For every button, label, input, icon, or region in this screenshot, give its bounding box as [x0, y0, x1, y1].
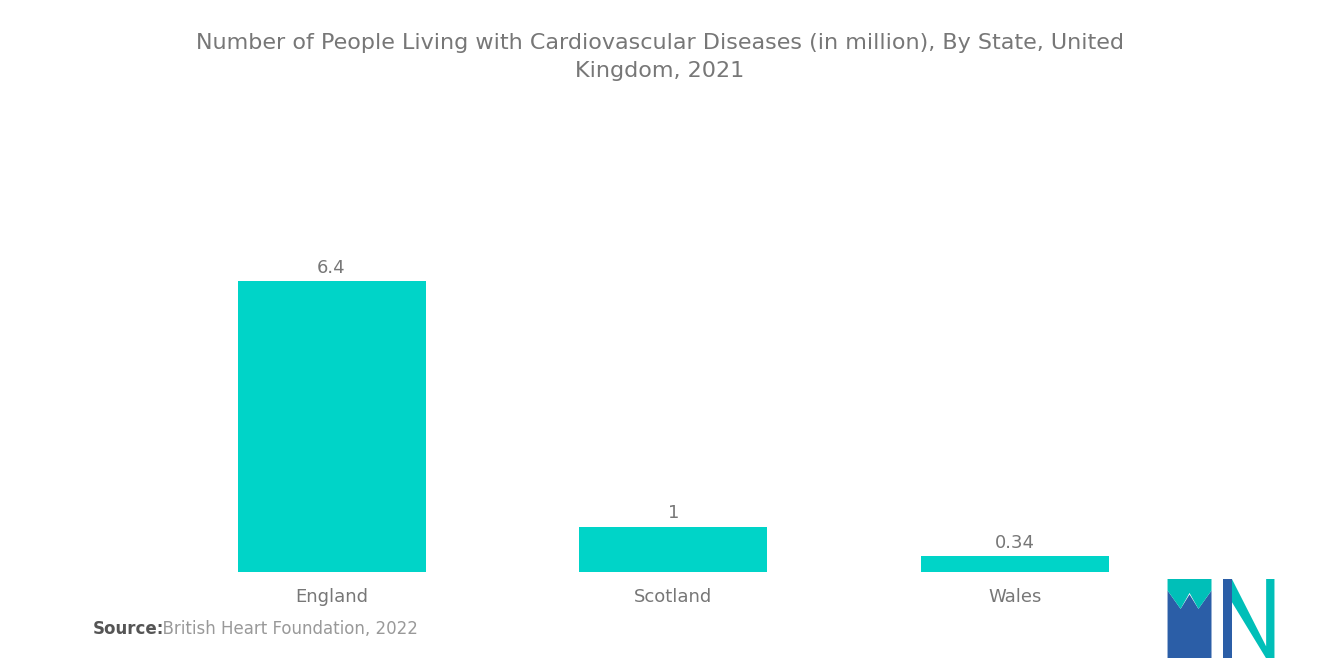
- Bar: [238, 281, 425, 572]
- Text: 6.4: 6.4: [317, 259, 346, 277]
- Text: 0.34: 0.34: [995, 534, 1035, 552]
- Polygon shape: [1224, 579, 1274, 658]
- Polygon shape: [1167, 579, 1212, 609]
- Text: Source:: Source:: [92, 620, 164, 638]
- Polygon shape: [1224, 579, 1232, 658]
- Text: British Heart Foundation, 2022: British Heart Foundation, 2022: [152, 620, 417, 638]
- Text: 1: 1: [668, 504, 678, 522]
- Polygon shape: [1167, 591, 1212, 658]
- Bar: [921, 557, 1109, 572]
- Text: Number of People Living with Cardiovascular Diseases (in million), By State, Uni: Number of People Living with Cardiovascu…: [195, 33, 1125, 81]
- Bar: [579, 527, 767, 572]
